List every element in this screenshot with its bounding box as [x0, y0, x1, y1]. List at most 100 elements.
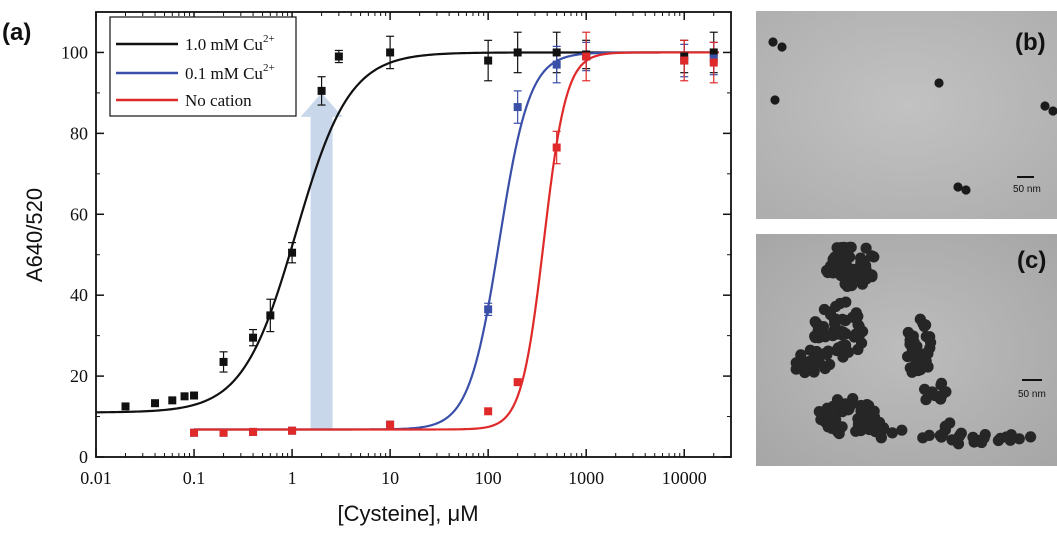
data-point — [288, 426, 297, 435]
data-point — [513, 378, 522, 387]
panel-b-label: (b) — [1015, 29, 1046, 56]
nanoparticle — [854, 260, 866, 272]
x-tick-label: 0.1 — [183, 468, 206, 488]
data-point — [121, 402, 130, 411]
legend-entry: 1.0 mM Cu2+ — [116, 33, 275, 54]
data-point — [386, 420, 395, 429]
data-point — [249, 333, 258, 342]
nanoparticle — [852, 319, 864, 331]
data-point — [484, 56, 493, 65]
data-point — [190, 428, 199, 437]
nanoparticle — [829, 251, 841, 263]
data-point — [709, 48, 718, 57]
fit-curve — [194, 51, 719, 431]
legend: 1.0 mM Cu2+ 0.1 mM Cu2+ No cation — [109, 16, 297, 117]
nanoparticle — [811, 345, 823, 358]
scale-bar-label: 50 nm — [1013, 184, 1041, 195]
data-point — [334, 52, 343, 61]
tem-image-aggregated: (c) 50 nm — [756, 234, 1057, 466]
tem-image-dispersed: (b) 50 nm — [756, 11, 1057, 219]
legend-label-sup: 2+ — [263, 33, 275, 45]
nanoparticle — [1005, 429, 1017, 441]
y-tick-label: 40 — [70, 285, 88, 305]
data-point — [484, 407, 493, 416]
x-tick-label: 10000 — [662, 468, 707, 488]
data-point — [552, 48, 561, 57]
nanoparticle — [837, 271, 849, 283]
legend-label: 0.1 mM Cu2+ — [185, 62, 275, 83]
nanoparticle — [860, 273, 873, 285]
axis-ticks — [95, 11, 732, 458]
arrow-layer — [300, 92, 343, 429]
data-point — [190, 391, 199, 400]
nanoparticle — [896, 424, 908, 436]
legend-label: 1.0 mM Cu2+ — [185, 33, 275, 54]
nanoparticle — [924, 342, 936, 354]
y-tick-label: 80 — [70, 123, 88, 143]
panel-c-label: (c) — [1017, 247, 1046, 274]
nanoparticle — [843, 403, 855, 415]
nanoparticle — [855, 252, 867, 264]
nanoparticle — [936, 390, 948, 402]
data-point — [386, 48, 395, 57]
nanoparticle — [866, 250, 878, 262]
nanoparticle — [822, 345, 834, 357]
nanoparticle — [809, 330, 821, 342]
data-point — [219, 428, 228, 437]
nanoparticle — [808, 365, 820, 377]
nanoparticle — [992, 434, 1005, 447]
y-tick-label: 20 — [70, 366, 88, 386]
nanoparticle — [831, 242, 843, 254]
data-point — [317, 86, 326, 95]
tick-labels: 0.01 0.1 1 10 100 1000 10000 0 20 40 60 80 100 — [61, 42, 707, 488]
x-axis-title: [Cysteine], μM — [337, 501, 478, 526]
data-point — [151, 399, 160, 408]
legend-label: 1.0 mM Cu — [185, 35, 263, 54]
nanoparticle — [920, 331, 932, 343]
data-point — [180, 392, 189, 401]
x-tick-label: 10 — [381, 468, 399, 488]
x-tick-label: 0.01 — [80, 468, 112, 488]
y-tick-label: 100 — [61, 42, 88, 62]
nanoparticle — [946, 434, 958, 446]
data-point — [582, 52, 591, 61]
nanoparticle — [855, 399, 867, 412]
plot-frame — [95, 11, 732, 458]
x-tick-label: 1 — [288, 468, 297, 488]
nanoparticle — [809, 316, 821, 328]
nanoparticle — [850, 328, 862, 340]
nanoparticle — [910, 342, 922, 355]
panel-a-label: (a) — [2, 19, 31, 46]
nanoparticles — [768, 37, 1057, 195]
data-point — [709, 58, 718, 67]
nanoparticle — [832, 328, 845, 340]
y-tick-label: 0 — [79, 447, 88, 467]
nanoparticle — [923, 429, 935, 441]
legend-entry: No cation — [116, 91, 252, 110]
dose-response-chart: 0.01 0.1 1 10 100 1000 10000 0 20 40 60 80 100 [Cyst… — [22, 11, 732, 526]
nanoparticle — [914, 364, 927, 376]
nanoparticle — [906, 366, 918, 378]
legend-label: 0.1 mM Cu — [185, 64, 263, 83]
data-point — [552, 143, 561, 152]
scale-bar-label: 50 nm — [1018, 389, 1046, 400]
nanoparticle — [821, 265, 833, 277]
legend-label-sup: 2+ — [263, 62, 275, 74]
nanoparticle-aggregates — [790, 241, 1037, 450]
data-point — [552, 60, 561, 69]
nanoparticle — [829, 313, 841, 325]
legend-label: No cation — [185, 91, 252, 110]
nanoparticle — [834, 297, 846, 310]
nanoparticle — [904, 329, 916, 341]
nanoparticle — [886, 427, 898, 439]
nanoparticle — [979, 429, 991, 441]
y-tick-label: 60 — [70, 204, 88, 224]
nanoparticle — [939, 420, 951, 432]
arrow-annotation — [300, 92, 343, 429]
nanoparticle — [873, 423, 885, 435]
fit-curves — [95, 51, 719, 431]
data-point — [266, 311, 275, 320]
data-point — [680, 56, 689, 65]
nanoparticle — [934, 429, 946, 442]
nanoparticle — [790, 363, 802, 375]
